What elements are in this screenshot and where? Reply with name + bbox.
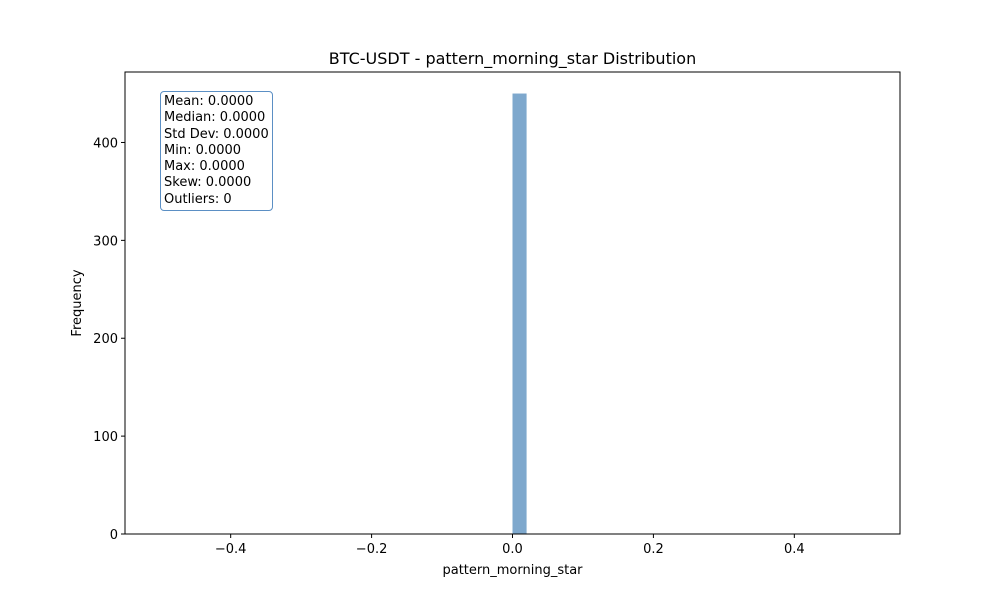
chart-title: BTC-USDT - pattern_morning_star Distribu… [329,49,696,69]
y-tick-label: 300 [93,234,118,249]
x-tick-label: 0.0 [502,542,523,557]
y-tick-label: 200 [93,332,118,347]
stats-median: Median: 0.0000 [164,110,266,126]
y-axis-ticks: 0 100 200 300 400 [93,136,125,543]
stats-max: Max: 0.0000 [164,159,245,175]
x-axis-ticks: −0.4 −0.2 0.0 0.2 0.4 [215,534,805,557]
stats-mean: Mean: 0.0000 [164,94,254,109]
x-axis-label: pattern_morning_star [442,563,583,578]
statistics-box: Mean: 0.0000 Median: 0.0000 Std Dev: 0.0… [160,91,273,212]
bars-group [512,93,527,534]
x-tick-label: −0.2 [356,542,388,557]
x-tick-label: −0.4 [215,542,247,557]
histogram-bar-0 [512,93,527,534]
y-axis-label: Frequency [70,269,85,336]
stats-skew: Skew: 0.0000 [164,175,252,191]
y-tick-label: 100 [93,430,118,445]
x-tick-label: 0.4 [784,542,805,557]
stats-outliers: Outliers: 0 [164,191,232,207]
stats-min: Min: 0.0000 [164,142,242,158]
x-tick-label: 0.2 [643,542,664,557]
stats-std-dev: Std Dev: 0.0000 [164,126,269,142]
y-tick-label: 400 [93,136,118,151]
y-tick-label: 0 [110,528,118,543]
